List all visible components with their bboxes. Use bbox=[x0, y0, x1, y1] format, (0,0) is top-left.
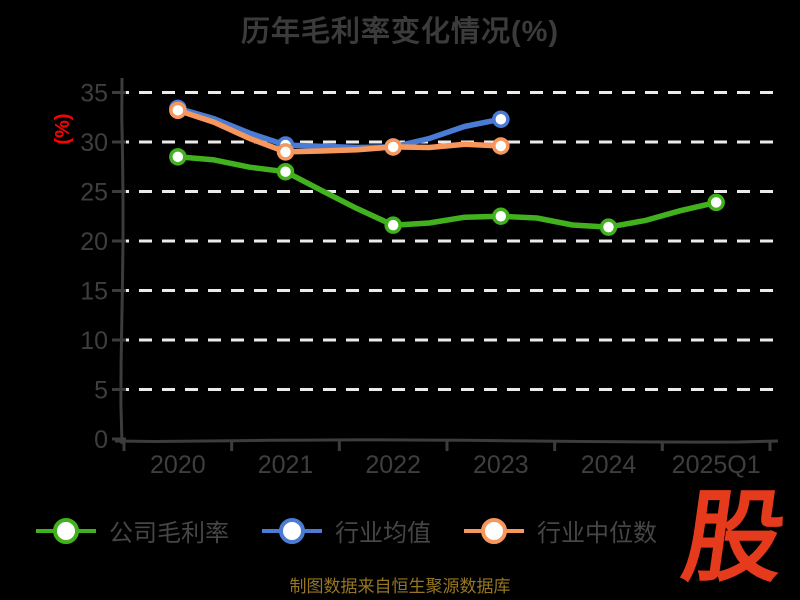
y-tick-label-20: 20 bbox=[80, 228, 108, 256]
chart-legend: 公司毛利率 行业均值 行业中位数 bbox=[0, 513, 690, 548]
legend-label-industry-mean: 行业均值 bbox=[335, 520, 431, 547]
data-point-0-4 bbox=[599, 218, 618, 236]
y-tick-label-35: 35 bbox=[80, 80, 108, 108]
series-line-2 bbox=[175, 107, 504, 155]
data-point-2-1 bbox=[276, 143, 295, 161]
y-tick-label-15: 15 bbox=[80, 278, 108, 306]
y-tick-label-10: 10 bbox=[80, 327, 108, 355]
y-tick-label-0: 0 bbox=[94, 426, 108, 454]
legend-label-industry-median: 行业中位数 bbox=[537, 520, 657, 547]
logo-gu-watermark: 股 bbox=[676, 482, 792, 594]
legend-item-industry-mean: 行业均值 bbox=[259, 513, 431, 548]
x-tick-label-2025Q1: 2025Q1 bbox=[672, 451, 761, 479]
x-tick-label-2021: 2021 bbox=[258, 451, 314, 479]
data-point-2-3 bbox=[492, 137, 510, 155]
data-point-0-2 bbox=[384, 216, 402, 234]
data-point-0-0 bbox=[169, 148, 187, 166]
data-point-2-2 bbox=[384, 138, 402, 156]
x-tick-label-2020: 2020 bbox=[150, 451, 206, 479]
legend-marker-blue-circle-icon bbox=[262, 517, 322, 544]
legend-marker-orange-circle-icon bbox=[464, 517, 524, 544]
data-point-0-3 bbox=[492, 207, 510, 225]
x-tick-label-2024: 2024 bbox=[581, 451, 637, 479]
series-line-1 bbox=[175, 105, 504, 151]
data-source-note: 制图数据来自恒生聚源数据库 bbox=[289, 577, 511, 596]
y-tick-label-30: 30 bbox=[80, 129, 108, 157]
series-line-0 bbox=[175, 154, 719, 230]
y-tick-label-25: 25 bbox=[80, 179, 108, 207]
data-point-2-0 bbox=[169, 101, 187, 120]
data-point-0-5 bbox=[707, 193, 725, 212]
legend-marker-green-circle-icon bbox=[36, 517, 96, 544]
legend-item-industry-median: 行业中位数 bbox=[461, 513, 657, 548]
legend-item-company-gross-margin: 公司毛利率 bbox=[33, 513, 229, 548]
x-axis-line bbox=[114, 438, 779, 444]
y-axis-line bbox=[119, 77, 125, 445]
data-point-0-1 bbox=[276, 162, 295, 181]
chart-title: 历年毛利率变化情况(%) bbox=[240, 16, 560, 48]
legend-label-company-gross-margin: 公司毛利率 bbox=[109, 520, 229, 547]
x-tick-label-2023: 2023 bbox=[473, 451, 529, 479]
x-tick-label-2022: 2022 bbox=[365, 451, 421, 479]
y-tick-label-5: 5 bbox=[94, 377, 108, 405]
data-point-1-3 bbox=[492, 110, 510, 128]
